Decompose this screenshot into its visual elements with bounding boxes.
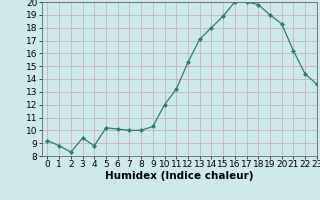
X-axis label: Humidex (Indice chaleur): Humidex (Indice chaleur) (105, 171, 253, 181)
